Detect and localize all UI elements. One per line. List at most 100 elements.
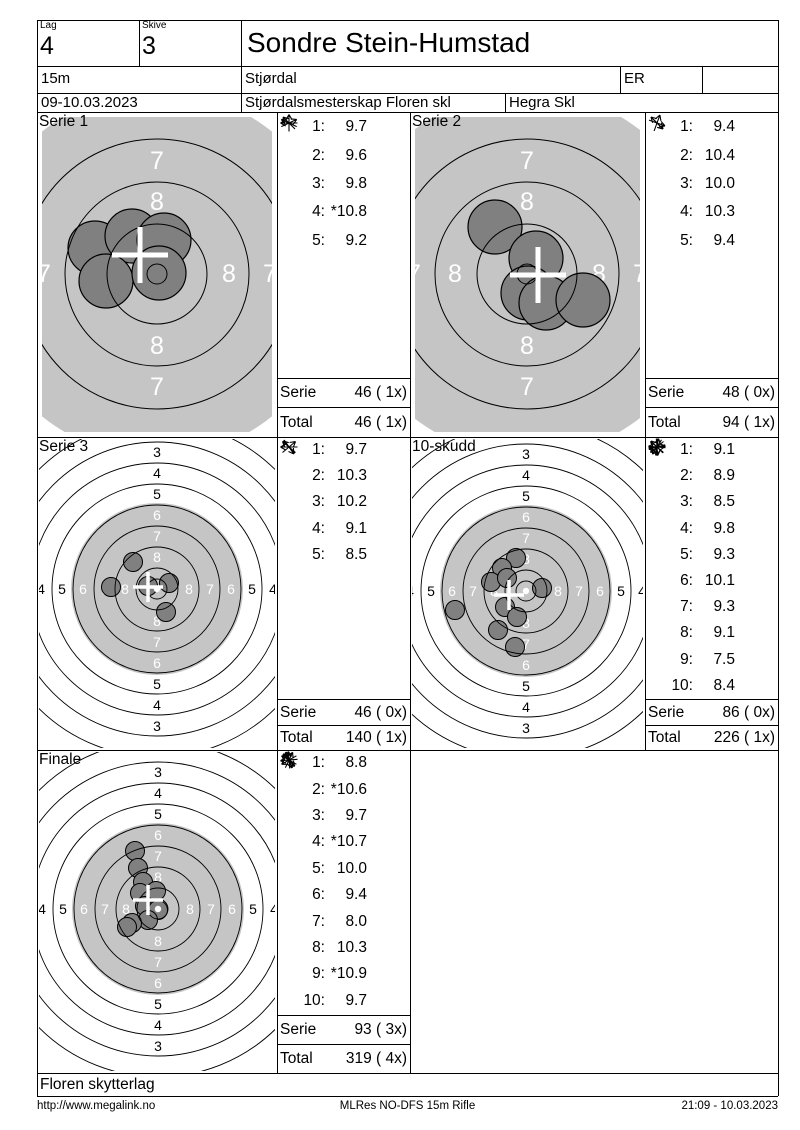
ring-number: 8 <box>520 188 534 216</box>
grid-line <box>37 20 38 1096</box>
ring-number: 6 <box>228 901 236 917</box>
ring-number: 8 <box>121 581 129 597</box>
total-label: Total <box>280 1050 313 1067</box>
grid-line <box>277 725 410 726</box>
shot-value: 9.7 <box>345 118 367 136</box>
shot-number: 5: <box>680 545 693 563</box>
ring-line <box>146 263 168 285</box>
shot-row: 7: 8.0 <box>277 751 410 934</box>
shot-row: 9: *10.9 <box>277 753 410 987</box>
ring-line <box>73 824 243 994</box>
ring-line <box>412 443 643 739</box>
shot-row: 3: 9.8 <box>277 114 410 198</box>
ring-number: 5 <box>59 901 67 917</box>
grid-line <box>37 750 778 751</box>
shot-number: 5: <box>312 231 325 249</box>
event: Stjørdalsmesterskap Floren skl <box>245 94 451 111</box>
ring-line <box>39 441 275 737</box>
ring-line <box>94 845 222 973</box>
shot-hole <box>123 552 143 572</box>
impact-cross <box>112 227 168 283</box>
ring-number: 7 <box>153 528 161 544</box>
shot-value: 10.3 <box>704 203 735 221</box>
shot-row: 10: 9.7 <box>277 751 410 1014</box>
shot-number: 4: <box>312 519 325 537</box>
ring-line <box>64 181 250 367</box>
grid-line <box>778 20 779 1096</box>
shot-number: 3: <box>680 174 693 192</box>
shot-value: 9.8 <box>713 519 735 537</box>
grid-line <box>645 699 778 700</box>
grid-line <box>645 407 778 408</box>
ring-number: 7 <box>410 260 421 288</box>
ring-number: 4 <box>37 581 45 597</box>
ring-number: 4 <box>153 465 161 481</box>
shot-direction <box>281 118 403 222</box>
shot-direction <box>285 751 403 1011</box>
ring-number: 5 <box>522 678 530 694</box>
shot-direction-arrow <box>280 118 297 128</box>
target-title: Serie 3 <box>39 438 89 455</box>
serie-value: 46 ( 0x) <box>354 703 407 721</box>
ring-number: 7 <box>154 954 162 970</box>
serie-label: Serie <box>648 384 685 401</box>
ring-number: 4 <box>154 1017 162 1033</box>
score-panel-10-skudd: 1: 9.1 2: 8.9 3: 8.5 4: 9.8 5: 9.3 6: 10.1 7: 9.3 8: 9.… <box>645 437 778 750</box>
grid-line <box>645 112 646 750</box>
shot-row: 6: 10.1 <box>645 443 778 594</box>
shot-row: 5: 10.0 <box>277 755 410 882</box>
shot-direction <box>282 440 403 512</box>
ring-line <box>72 504 242 674</box>
ring-number: 4 <box>522 699 530 715</box>
shot-value: 8.5 <box>713 493 735 511</box>
shot-hole <box>506 548 526 568</box>
grid-line <box>37 1073 778 1074</box>
ring-number: 7 <box>150 373 164 401</box>
ring-line <box>115 866 201 952</box>
shot-value: 9.1 <box>713 441 735 459</box>
shot-list: 1: 9.7 2: 10.3 3: 10.2 4: 9.1 5: 8.5 <box>277 437 410 568</box>
serie-value: 86 ( 0x) <box>722 703 775 721</box>
ring-number: 5 <box>617 583 625 599</box>
shot-row: 2: 10.4 <box>645 116 778 169</box>
shot-hole <box>445 600 465 620</box>
grid-line <box>277 407 410 408</box>
ring-number: 5 <box>154 996 162 1012</box>
grid-line <box>37 93 778 94</box>
shot-number: 4: <box>680 519 693 537</box>
ring-number: 8 <box>150 332 164 360</box>
shot-direction <box>280 118 403 251</box>
ring-line <box>462 527 590 655</box>
ring-number: 7 <box>207 901 215 917</box>
grid-line <box>277 378 410 379</box>
ring-line <box>42 138 272 410</box>
grid-line <box>620 66 621 93</box>
shot-value: 10.3 <box>336 467 367 485</box>
shot-value: 9.4 <box>713 118 735 136</box>
shot-value: 9.1 <box>713 624 735 642</box>
shot-list: 1: 9.7 2: 9.6 3: 9.8 4: *10.8 5: 9.2 <box>277 113 410 255</box>
ring-number: 8 <box>153 613 161 629</box>
total-label: Total <box>648 413 681 431</box>
shot-row: 2: *10.6 <box>277 751 410 802</box>
shot-row: 5: 9.3 <box>645 438 778 568</box>
shot-number: 3: <box>312 806 325 824</box>
shot-value: 9.4 <box>713 231 735 249</box>
ring-number: 3 <box>154 764 162 780</box>
grid-line <box>139 20 140 66</box>
shot-number: 2: <box>312 146 325 164</box>
shot-value: 10.3 <box>336 938 367 956</box>
shot-direction <box>653 438 771 565</box>
shot-value: 9.2 <box>345 231 367 249</box>
serie-value: 46 ( 1x) <box>354 384 407 401</box>
ring-number: 6 <box>154 975 162 991</box>
ring-line <box>441 506 611 676</box>
total-value: 226 ( 1x) <box>713 729 775 746</box>
shot-value: 9.7 <box>345 441 367 459</box>
ring-line <box>135 567 179 611</box>
shot-value: 7.5 <box>713 650 735 668</box>
ring-number: 4 <box>154 785 162 801</box>
shot-row: 3: 10.0 <box>645 116 778 198</box>
shot-number: 6: <box>312 886 325 904</box>
